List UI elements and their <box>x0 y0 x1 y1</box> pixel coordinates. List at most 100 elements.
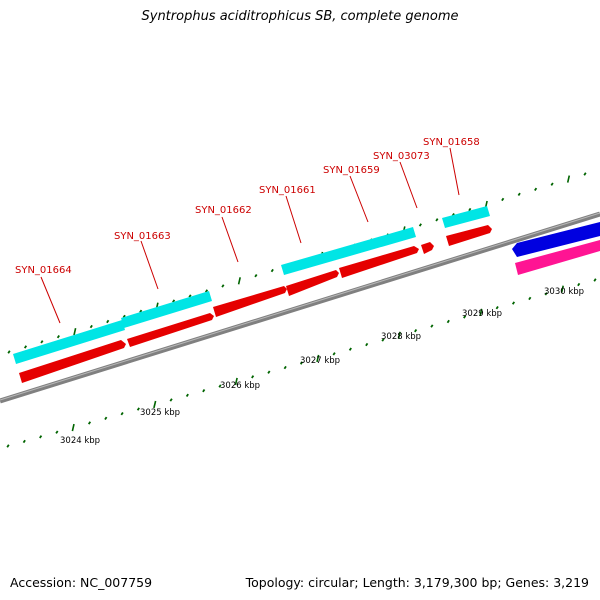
outer-ring-minor-tick <box>534 187 538 191</box>
inner-ring-minor-tick <box>104 416 108 420</box>
scale-label: 3028 kbp <box>381 332 421 342</box>
inner-ring-minor-tick <box>593 278 597 282</box>
outer-ring-minor-tick <box>40 340 44 344</box>
inner-ring-minor-tick <box>348 347 352 351</box>
outer-ring-minor-tick <box>550 182 554 186</box>
inner-ring-minor-tick <box>463 315 467 319</box>
inner-ring-major-tick <box>316 354 320 363</box>
gene-track <box>19 225 492 383</box>
inner-ring-minor-tick <box>251 375 255 379</box>
inner-ring-major-tick <box>560 285 564 293</box>
outer-ring-major-tick <box>237 277 241 285</box>
outer-ring-minor-tick <box>501 197 505 202</box>
inner-ring-minor-tick <box>22 439 26 444</box>
outer-ring-minor-tick <box>56 335 60 339</box>
outer-ring-minor-tick <box>517 192 521 196</box>
outer-ring-minor-tick <box>254 274 258 278</box>
locus-label: SYN_01664 <box>15 265 72 276</box>
inner-ring-minor-tick <box>414 329 418 333</box>
reverse-strand-track <box>512 222 600 275</box>
locus-label: SYN_01659 <box>323 165 380 176</box>
gene-arrow[interactable] <box>339 246 419 278</box>
gene-arrow[interactable] <box>446 225 492 246</box>
label-leader <box>285 195 302 244</box>
inner-ring-minor-tick <box>365 342 369 347</box>
inner-ring-minor-tick <box>39 435 43 439</box>
inner-ring-minor-tick <box>218 384 222 388</box>
cds-feature[interactable] <box>13 320 125 364</box>
cds-track <box>13 206 490 364</box>
inner-ring-minor-tick <box>87 421 92 425</box>
genome-backbone <box>0 211 600 404</box>
inner-ring-minor-tick <box>120 412 124 416</box>
inner-tick-ring <box>6 278 597 448</box>
outer-ring-minor-tick <box>23 345 28 349</box>
scale-label: 3024 kbp <box>60 436 100 446</box>
inner-ring-minor-tick <box>511 301 516 305</box>
inner-ring-minor-tick <box>136 407 140 411</box>
gene-labels: SYN_01664 SYN_01663 SYN_01662 SYN_01661 … <box>15 137 480 324</box>
locus-label: SYN_01663 <box>114 231 171 242</box>
cds-feature[interactable] <box>121 291 212 328</box>
outer-ring-major-tick <box>73 328 77 336</box>
cds-feature[interactable] <box>442 206 490 228</box>
outer-ring-minor-tick <box>583 172 587 176</box>
outer-ring-minor-tick <box>172 299 176 303</box>
gene-arrow[interactable] <box>19 340 126 383</box>
label-leader <box>221 216 239 263</box>
inner-ring-minor-tick <box>446 319 450 324</box>
scale-labels: 3024 kbp 3025 kbp 3026 kbp 3027 kbp 3028… <box>60 287 584 446</box>
inner-ring-major-tick <box>234 377 238 386</box>
rna-feature[interactable] <box>515 240 600 275</box>
locus-label: SYN_01658 <box>423 137 480 148</box>
gene-arrow[interactable] <box>213 286 287 317</box>
outer-ring-minor-tick <box>89 324 93 329</box>
inner-ring-major-tick <box>479 308 483 316</box>
inner-ring-minor-tick <box>267 370 271 374</box>
cds-feature[interactable] <box>281 227 416 275</box>
scale-label: 3030 kbp <box>544 287 584 297</box>
inner-ring-minor-tick <box>381 338 385 342</box>
outer-ring-minor-tick <box>139 309 143 313</box>
inner-ring-minor-tick <box>202 389 206 393</box>
inner-ring-minor-tick <box>544 292 548 296</box>
inner-ring-minor-tick <box>430 324 434 328</box>
outer-ring-minor-tick <box>270 268 274 273</box>
outer-ring-minor-tick <box>418 223 422 227</box>
inner-ring-minor-tick <box>169 398 173 402</box>
label-leader <box>349 175 369 223</box>
label-leader <box>140 240 159 290</box>
scale-label: 3025 kbp <box>140 408 180 418</box>
backbone-highlight <box>0 212 600 401</box>
map-title: Syntrophus aciditrophicus SB, complete g… <box>141 9 459 24</box>
locus-label: SYN_01661 <box>259 185 316 196</box>
inner-ring-minor-tick <box>299 361 304 365</box>
locus-label: SYN_03073 <box>373 151 430 162</box>
outer-ring-minor-tick <box>188 294 192 298</box>
gene-arrow-reverse[interactable] <box>512 222 600 257</box>
label-leader <box>40 276 61 324</box>
inner-ring-minor-tick <box>577 282 581 287</box>
gene-arrow[interactable] <box>421 242 434 254</box>
inner-ring-minor-tick <box>185 393 189 397</box>
outer-ring-major-tick <box>566 175 571 183</box>
scale-label: 3027 kbp <box>300 356 340 366</box>
inner-ring-major-tick <box>153 400 157 409</box>
outer-ring-minor-tick <box>221 284 225 288</box>
gene-arrow[interactable] <box>286 270 339 296</box>
outer-ring-minor-tick <box>7 350 11 354</box>
gene-arrow[interactable] <box>127 313 214 347</box>
outer-ring-minor-tick <box>468 207 472 212</box>
inner-ring-minor-tick <box>6 444 10 448</box>
inner-ring-minor-tick <box>495 306 499 310</box>
genome-summary-text: Topology: circular; Length: 3,179,300 bp… <box>245 575 589 590</box>
backbone-line <box>0 211 600 404</box>
scale-label: 3026 kbp <box>220 381 260 391</box>
inner-ring-major-tick <box>397 331 401 339</box>
inner-ring-minor-tick <box>55 430 59 434</box>
accession-text: Accession: NC_007759 <box>10 575 153 590</box>
inner-ring-minor-tick <box>283 365 287 370</box>
label-leader <box>449 147 460 196</box>
locus-label: SYN_01662 <box>195 205 252 216</box>
